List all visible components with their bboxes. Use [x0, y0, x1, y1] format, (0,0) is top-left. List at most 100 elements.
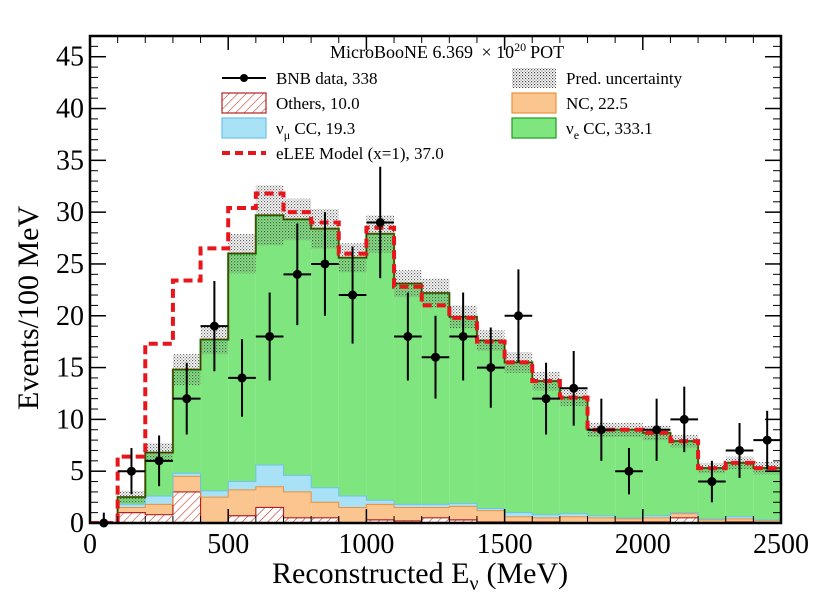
y-axis-label: Events/100 MeV [12, 206, 45, 410]
data-point [679, 414, 689, 424]
data-point [154, 456, 164, 466]
bar-nc [725, 518, 754, 522]
bar-numu-cc [725, 516, 754, 519]
bar-numu-cc [145, 496, 173, 505]
y-tick-label: 15 [56, 353, 84, 384]
bar-others [366, 519, 395, 523]
bar-nc [145, 504, 173, 515]
bar-nue-cc [753, 468, 781, 520]
data-point [569, 383, 579, 393]
bar-numu-cc [642, 515, 671, 518]
bar-numu-cc [670, 512, 699, 514]
bar-numu-cc [615, 517, 643, 519]
x-tick-label: 2000 [615, 529, 671, 560]
bar-numu-cc [587, 515, 616, 518]
bar-numu-cc [449, 503, 477, 507]
data-point [596, 425, 606, 435]
data-point [292, 269, 302, 279]
data-point [237, 373, 247, 383]
bar-numu-cc [200, 490, 229, 498]
y-tick-label: 10 [56, 404, 84, 435]
legend-numu-label: νμ CC, 19.3 [276, 119, 355, 142]
bar-numu-cc [228, 481, 256, 490]
legend-entry-nc: NC, 22.5 [511, 92, 628, 114]
legend-nc-swatch [511, 92, 557, 114]
legend-entry-others: Others, 10.0 [221, 92, 360, 114]
bar-nc [338, 507, 367, 523]
legend-entry-numu: νμ CC, 19.3 [221, 117, 355, 142]
x-tick-label: 0 [83, 529, 97, 560]
x-tick-label: 1500 [477, 529, 533, 560]
bar-nc [228, 489, 256, 516]
data-point [486, 363, 496, 373]
y-tick-label: 5 [70, 456, 84, 487]
plot-area [90, 166, 781, 528]
y-tick-label: 30 [56, 197, 84, 228]
bar-others [145, 514, 173, 523]
legend-nue-swatch [511, 117, 557, 139]
bar-nc [311, 502, 339, 518]
bar-nc [449, 506, 477, 520]
data-point [348, 290, 358, 300]
data-point [403, 331, 413, 341]
bar-others [283, 517, 312, 523]
data-point [209, 321, 219, 331]
data-point [320, 259, 330, 269]
data-point [458, 331, 468, 341]
data-point [265, 331, 275, 341]
data-point [431, 352, 440, 362]
bar-nc [504, 516, 533, 522]
legend-nc-label: NC, 22.5 [566, 94, 628, 113]
legend-elee-label: eLEE Model (x=1), 37.0 [276, 144, 444, 163]
data-point [707, 477, 717, 487]
legend-data-marker [240, 74, 248, 82]
y-tick-label: 25 [56, 249, 84, 280]
elee-model-line [90, 191, 781, 523]
bar-nue-cc [670, 441, 699, 513]
bar-nc [200, 497, 229, 523]
bar-nc [670, 513, 699, 518]
bar-numu-cc [421, 504, 450, 508]
bar-numu-cc [476, 508, 505, 511]
y-tick-label: 45 [56, 42, 84, 73]
bar-others [311, 517, 339, 523]
bar-nc [642, 517, 671, 522]
data-point [735, 445, 745, 455]
bar-nc [559, 516, 588, 523]
bar-nc [117, 507, 146, 513]
bar-nc [394, 507, 422, 521]
data-point [513, 311, 523, 321]
bar-numu-cc [338, 496, 367, 508]
bar-numu-cc [559, 513, 588, 517]
bar-numu-cc [753, 519, 781, 521]
bar-numu-cc [366, 500, 395, 505]
legend-entry-data: BNB data, 338 [222, 69, 378, 88]
bar-numu-cc [283, 475, 312, 492]
legend-numu-swatch [221, 117, 267, 139]
numu-outline [90, 464, 781, 523]
bar-nc [366, 504, 395, 520]
bar-nc [421, 507, 450, 518]
bar-numu-cc [311, 487, 339, 503]
plot-frame [88, 34, 783, 525]
legend-data-label: BNB data, 338 [276, 69, 378, 88]
legend-entry-unc: Pred. uncertainty [512, 68, 683, 88]
data-point [624, 466, 634, 476]
axes: 0 500 1000 1500 2000 2500 0 5 10 15 20 25 30 35 40 45 [56, 34, 809, 560]
bar-nc [615, 518, 643, 522]
bar-nc [532, 517, 560, 522]
y-tick-label: 40 [56, 94, 84, 125]
bar-nc [283, 491, 312, 518]
bar-numu-cc [117, 504, 146, 508]
bar-others [255, 507, 284, 523]
data-point [375, 218, 385, 228]
data-point [126, 466, 136, 476]
bar-nue-cc [504, 362, 533, 513]
legend-others-swatch [221, 92, 267, 114]
bar-others [421, 517, 450, 523]
y-tick-label: 20 [56, 301, 84, 332]
bar-nc [172, 476, 201, 492]
legend-unc-label: Pred. uncertainty [566, 69, 683, 88]
plot-clip-group [90, 185, 781, 523]
